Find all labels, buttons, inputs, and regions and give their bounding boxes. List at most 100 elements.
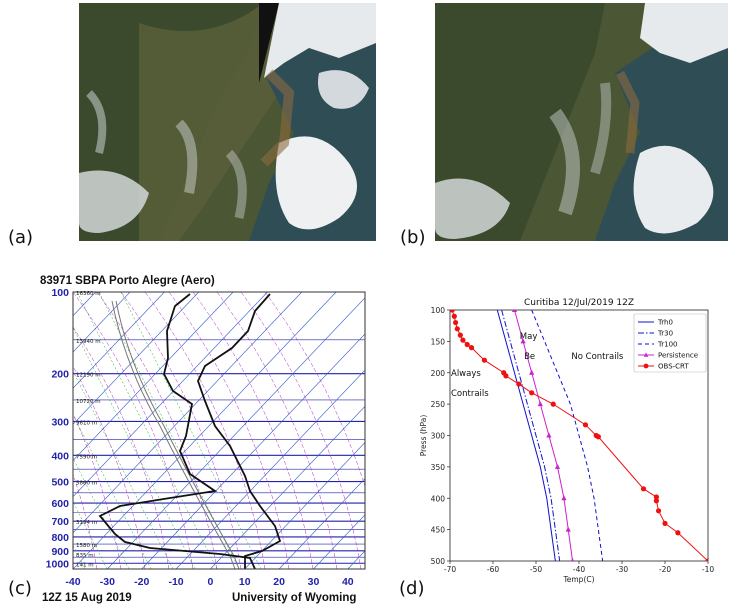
- moist-adiabat: [168, 292, 290, 569]
- height-label: 5860 m: [76, 481, 97, 487]
- x-axis-label: Temp(C): [562, 575, 594, 584]
- isotherm-line: [175, 369, 365, 569]
- isotherm-line: [347, 550, 365, 569]
- y-tick-label: 300: [431, 432, 446, 441]
- series-point-persistence: [546, 432, 552, 438]
- series-point-obs-crt: [481, 357, 487, 363]
- isotherm-line: [313, 514, 365, 569]
- y-tick-label: 250: [431, 400, 446, 409]
- chart-annotation: May: [520, 332, 538, 342]
- panel-label-b: (b): [400, 227, 426, 248]
- legend-entry: Tr30: [657, 330, 673, 338]
- temperature-tick-label: -40: [65, 576, 80, 588]
- moist-adiabat: [73, 473, 98, 569]
- satellite-image-b: [435, 3, 728, 241]
- pressure-label: 500: [51, 477, 69, 489]
- x-tick-label: -10: [702, 565, 714, 574]
- series-point-persistence: [554, 463, 561, 469]
- isotherm-line: [73, 292, 165, 389]
- isotherm-line: [73, 292, 303, 534]
- moist-adiabat: [216, 292, 338, 569]
- pressure-label: 300: [51, 416, 69, 428]
- series-point-obs-crt: [516, 381, 522, 387]
- series-point-obs-crt: [452, 319, 459, 326]
- pressure-label: 400: [51, 450, 69, 462]
- isotherm-line: [244, 442, 365, 569]
- height-label: 3194 m: [76, 520, 97, 526]
- dewpoint-trace: [98, 293, 256, 569]
- chart-annotation: Be: [524, 352, 535, 362]
- height-label: 1580 m: [76, 543, 97, 549]
- satellite-image-a: [79, 3, 376, 241]
- series-point-persistence: [520, 338, 526, 344]
- legend-entry: Persistence: [658, 352, 698, 360]
- plot-area: [450, 310, 708, 561]
- height-label: 7590 m: [76, 454, 97, 460]
- pressure-label: 800: [51, 532, 69, 544]
- isotherm-line: [210, 405, 365, 569]
- chart-title: Curitiba 12/Jul/2019 12Z: [524, 298, 634, 308]
- y-axis-label: Press (hPa): [419, 415, 428, 457]
- temperature-tick-label: 20: [273, 576, 285, 588]
- pressure-label: 100: [51, 287, 69, 299]
- skewt-footer-left: 12Z 15 Aug 2019: [42, 592, 132, 604]
- panel-label-d: (d): [399, 578, 425, 599]
- temperature-trace: [197, 293, 282, 569]
- temperature-tick-label: 10: [239, 576, 251, 588]
- moist-adiabat: [240, 292, 362, 569]
- skewt-frame: [72, 291, 366, 570]
- temperature-tick-label: -10: [168, 576, 183, 588]
- series-point-obs-crt: [454, 326, 460, 332]
- isotherm-line: [73, 292, 268, 498]
- series-point-obs-crt: [451, 313, 457, 319]
- height-label: 12190 m: [76, 373, 101, 379]
- series-point-persistence: [529, 369, 535, 375]
- series-line-trh0: [496, 310, 556, 561]
- legend-box: [633, 313, 707, 373]
- skewt-title: 83971 SBPA Porto Alegre (Aero): [40, 275, 215, 287]
- series-point-obs-crt: [662, 520, 668, 526]
- x-tick-label: -20: [659, 565, 671, 574]
- series-point-persistence: [570, 558, 575, 561]
- series-point-persistence: [565, 526, 571, 532]
- y-tick-label: 450: [431, 526, 446, 535]
- x-tick-label: -30: [616, 565, 628, 574]
- legend-marker: [643, 363, 649, 369]
- y-tick-label: 400: [431, 494, 446, 503]
- height-label: 13940 m: [76, 339, 101, 345]
- series-point-obs-crt: [705, 558, 708, 561]
- isotherm-line: [73, 292, 337, 569]
- series-point-obs-crt: [460, 337, 466, 343]
- isotherm-line: [278, 478, 365, 569]
- series-point-persistence: [511, 310, 518, 312]
- series-point-obs-crt: [550, 401, 556, 407]
- pressure-label: 200: [51, 369, 69, 381]
- series-point-obs-crt: [464, 341, 470, 348]
- series-point-obs-crt: [529, 390, 535, 396]
- temperature-tick-label: 0: [207, 576, 213, 588]
- pressure-label: 700: [51, 516, 69, 528]
- temperature-tick-label: -20: [134, 576, 149, 588]
- contrail-chart: Curitiba 12/Jul/2019 12Z -70 -60 -50 -40 -30 -…: [412, 292, 730, 590]
- y-tick-label: 100: [431, 306, 446, 315]
- isotherm-line: [73, 292, 131, 353]
- isotherm-line: [73, 292, 199, 425]
- height-label: 10720 m: [76, 399, 101, 405]
- temperature-tick-label: -30: [100, 576, 115, 588]
- height-label: 141 m: [76, 562, 94, 568]
- dry-adiabat: [40, 292, 41, 569]
- height-label: 835 m: [76, 553, 94, 559]
- moist-adiabat: [264, 292, 365, 488]
- pressure-label: 600: [51, 498, 69, 510]
- moist-adiabat: [192, 292, 314, 569]
- x-tick-label: -60: [487, 565, 499, 574]
- skewt-plot-area: [40, 292, 365, 569]
- reference-curve: [111, 300, 236, 569]
- temperature-tick-label: 40: [342, 576, 354, 588]
- isotherm-line: [73, 292, 234, 461]
- moist-adiabat: [144, 292, 266, 569]
- chart-annotation: No Contrails: [571, 352, 624, 362]
- series-point-persistence: [537, 401, 543, 407]
- legend-entry: Trh0: [657, 319, 673, 327]
- panel-label-c: (c): [8, 578, 32, 599]
